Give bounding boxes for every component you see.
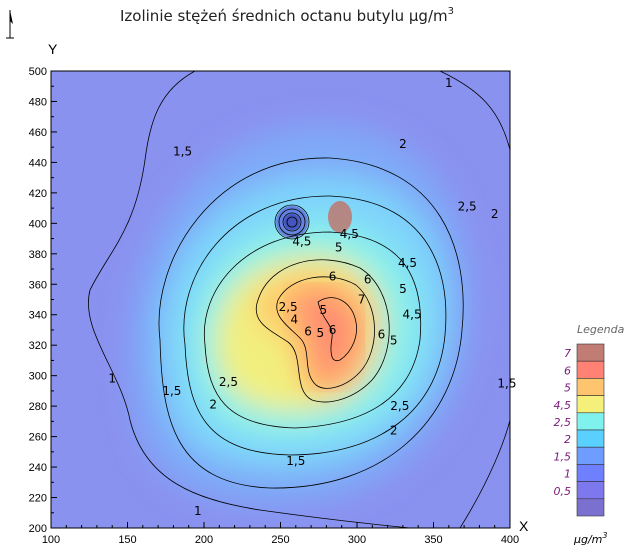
legend-swatch <box>576 498 605 517</box>
y-axis: 200 220 240 260 280 300 320 340 360 380 400 420 440 4… <box>29 66 57 535</box>
legend-label: 7 <box>564 347 571 360</box>
x-tick-label: 300 <box>348 534 366 546</box>
contour-label: 5 <box>320 303 328 317</box>
contour-label: 5 <box>316 326 324 340</box>
y-tick-label: 280 <box>29 401 47 413</box>
contour-label: 1 <box>445 76 453 90</box>
legend-swatch <box>576 481 605 500</box>
contour-label: 6 <box>329 270 337 284</box>
x-tick-label: 250 <box>271 534 289 546</box>
y-tick-label: 240 <box>29 462 47 474</box>
contour-label: 1 <box>108 372 116 386</box>
y-tick-label: 220 <box>29 493 47 505</box>
contour-label: 5 <box>390 334 398 348</box>
legend-swatch <box>576 412 605 431</box>
y-tick-label: 260 <box>29 432 47 444</box>
y-tick-label: 360 <box>29 279 47 291</box>
legend-title: Legenda <box>577 323 625 336</box>
contour-label: 1,5 <box>173 145 192 159</box>
legend-label: 0,5 <box>554 485 572 498</box>
contour-label: 2 <box>390 424 398 438</box>
y-tick-label: 340 <box>29 310 47 322</box>
y-tick-label: 320 <box>29 340 47 352</box>
legend-label: 6 <box>564 364 571 377</box>
legend-swatch <box>576 464 605 482</box>
legend-swatch <box>576 446 605 465</box>
contour-label: 1,5 <box>497 376 516 390</box>
legend-swatch <box>576 378 605 396</box>
legend-swatch <box>576 429 605 448</box>
contour-label: 4,5 <box>403 308 422 322</box>
y-tick-label: 480 <box>29 96 47 108</box>
contour-label: 4,5 <box>398 256 417 270</box>
north-arrow-icon <box>6 10 14 39</box>
contour-label: 1,5 <box>162 384 181 398</box>
y-tick-label: 300 <box>29 371 47 383</box>
contour-label: 6 <box>364 273 372 287</box>
contour-label: 2,5 <box>219 375 238 389</box>
y-axis-label: Y <box>48 41 58 57</box>
contour-label: 4,5 <box>292 235 311 249</box>
y-tick-label: 400 <box>29 218 47 230</box>
y-tick-label: 200 <box>29 523 47 535</box>
contour-label: 2 <box>491 207 499 221</box>
x-tick-label: 400 <box>501 534 519 546</box>
legend: Legenda 7 6 5 4,5 2,5 2 1,5 1 0,5 µg/m3 <box>554 323 625 546</box>
contour-label: 7 <box>358 293 366 307</box>
x-tick-label: 200 <box>195 534 213 546</box>
legend-swatch <box>576 395 605 414</box>
x-axis-label: X <box>519 518 529 534</box>
y-tick-label: 420 <box>29 188 47 200</box>
legend-label: 1,5 <box>554 450 572 463</box>
x-tick-label: 150 <box>118 534 136 546</box>
y-tick-label: 460 <box>29 127 47 139</box>
contour-labels: 1111,51,51,51,522222,52,52,54,54,54,54,5… <box>108 76 516 518</box>
contour-label: 2,5 <box>279 300 298 314</box>
legend-label: 5 <box>564 382 571 395</box>
contour-label: 4 <box>290 312 298 326</box>
legend-swatch <box>576 343 605 362</box>
contour-label: 2,5 <box>390 399 409 413</box>
chart-title: Izolinie stężeń średnich octanu butylu µ… <box>120 6 454 25</box>
legend-label: 2,5 <box>554 416 572 429</box>
contour-label: 2 <box>209 398 217 412</box>
legend-swatch <box>576 360 605 379</box>
contour-label: 5 <box>335 241 343 255</box>
legend-label: 4,5 <box>554 399 572 412</box>
plot-area <box>51 71 510 528</box>
contour-label: 2,5 <box>458 200 477 214</box>
legend-unit: µg/m3 <box>573 531 608 546</box>
x-tick-label: 100 <box>42 534 60 546</box>
contour-label: 6 <box>378 328 386 342</box>
contour-lines <box>88 71 510 528</box>
legend-label: 1 <box>564 468 571 481</box>
legend-label: 2 <box>564 433 571 446</box>
y-tick-label: 440 <box>29 157 47 169</box>
y-tick-label: 500 <box>29 66 47 78</box>
contour-label: 6 <box>329 323 337 337</box>
contour-label: 1,5 <box>286 454 305 468</box>
x-axis: 100 150 200 250 300 350 400 <box>42 522 519 546</box>
contour-label: 1 <box>194 504 202 518</box>
contour-label: 2 <box>399 137 407 151</box>
y-tick-label: 380 <box>29 249 47 261</box>
contour-label: 4,5 <box>340 227 359 241</box>
contour-label: 6 <box>304 324 312 338</box>
contour-label: 5 <box>399 282 407 296</box>
x-tick-label: 350 <box>424 534 442 546</box>
